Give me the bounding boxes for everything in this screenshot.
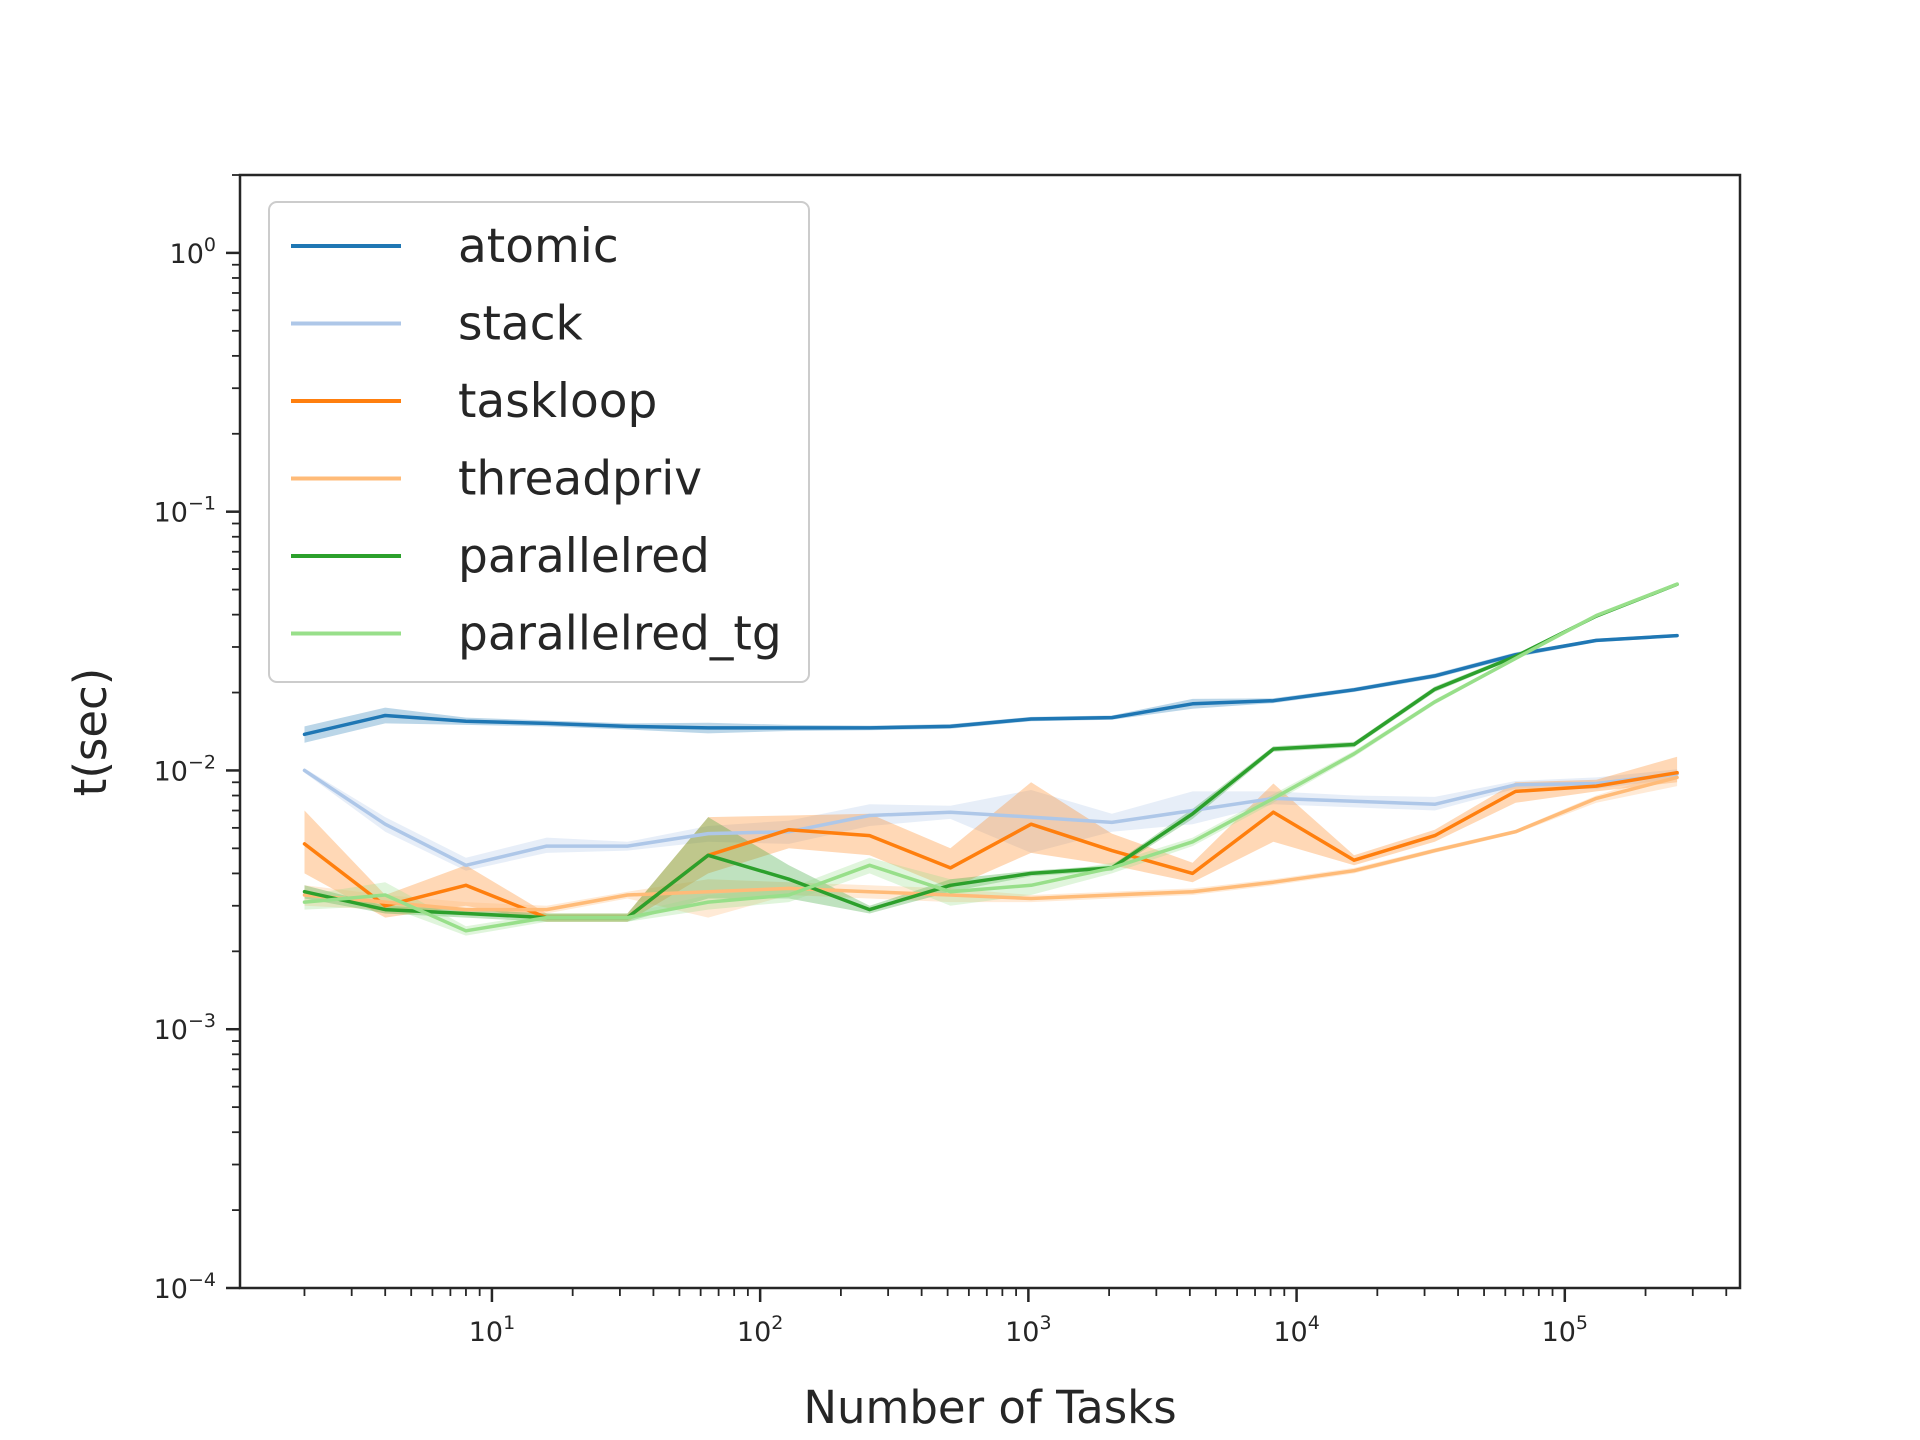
legend-label-parallelred: parallelred [458,529,710,584]
series-line-parallelred [302,582,1679,920]
legend-label-stack: stack [458,297,584,352]
x-tick-label: 105 [1542,1312,1588,1348]
plot-area-frame [238,173,1742,1290]
band-threadpriv [304,770,1678,918]
legend-label-parallelred-tg: parallelred_tg [458,607,782,662]
y-tick-label: 100 [170,234,216,270]
y-tick-label: 10−4 [154,1269,216,1305]
series-line-parallelred-tg [302,582,1679,933]
x-tick-label: 101 [469,1312,515,1348]
series-lines [302,582,1679,933]
band-stack [304,768,1678,871]
series-line-taskloop [302,770,1679,920]
legend-label-threadpriv: threadpriv [458,452,702,507]
y-axis-label: t(sec) [64,668,117,797]
series-line-stack [302,768,1679,868]
y-tick-label: 10−3 [154,1010,216,1046]
y-tick-label: 10−2 [154,751,216,787]
x-tick-label: 104 [1273,1312,1319,1348]
x-tick-label: 103 [1005,1312,1051,1348]
legend-label-taskloop: taskloop [458,374,657,429]
legend-items: atomic stack taskloop threadpriv parallelred… [291,219,782,662]
x-axis-label: Number of Tasks [803,1381,1176,1434]
y-axis-ticks: 100 10−1 10−2 10−3 10−4 [154,174,240,1305]
x-tick-label: 102 [737,1312,783,1348]
band-taskloop [304,756,1678,922]
legend-box [268,201,810,683]
legend-label-atomic: atomic [458,219,619,274]
x-axis-ticks: 101 102 103 104 105 [303,1288,1728,1348]
legend: atomic stack taskloop threadpriv parallelred… [268,201,810,683]
y-tick-label: 10−1 [154,493,216,529]
series-line-threadpriv [302,775,1679,912]
series-line-atomic [302,633,1679,737]
